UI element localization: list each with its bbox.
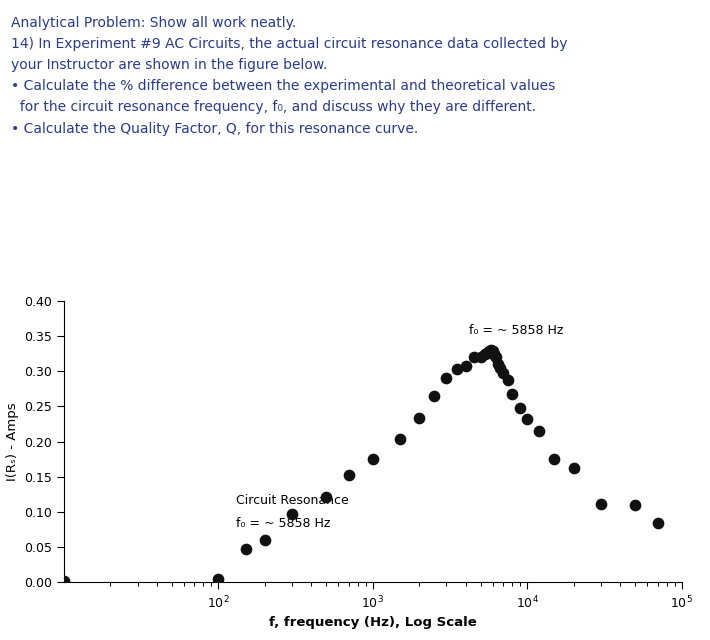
Point: [487, 346, 498, 356]
Point: [568, 463, 579, 473]
Text: 14) In Experiment #9 AC Circuits, the actual circuit resonance data collected by: 14) In Experiment #9 AC Circuits, the ac…: [11, 37, 567, 51]
Point: [534, 426, 545, 436]
Point: [486, 345, 497, 355]
Point: [495, 362, 506, 372]
Point: [58, 576, 70, 586]
Point: [549, 454, 560, 465]
Point: [479, 348, 491, 358]
Point: [506, 388, 518, 399]
Point: [213, 573, 224, 584]
Point: [502, 375, 513, 385]
Point: [321, 492, 332, 502]
Text: Circuit Resonance: Circuit Resonance: [236, 494, 349, 507]
Point: [394, 434, 405, 444]
Point: [475, 352, 486, 362]
Point: [488, 348, 500, 358]
Text: for the circuit resonance frequency, f₀, and discuss why they are different.: for the circuit resonance frequency, f₀,…: [11, 100, 536, 115]
Point: [259, 535, 271, 545]
Text: f₀ = ~ 5858 Hz: f₀ = ~ 5858 Hz: [236, 517, 330, 530]
Point: [630, 500, 641, 510]
Point: [522, 414, 533, 424]
Point: [413, 413, 425, 423]
Point: [468, 352, 479, 362]
Text: • Calculate the % difference between the experimental and theoretical values: • Calculate the % difference between the…: [11, 79, 555, 93]
X-axis label: f, frequency (Hz), Log Scale: f, frequency (Hz), Log Scale: [269, 616, 476, 629]
Point: [652, 517, 663, 527]
Point: [498, 367, 509, 378]
Point: [441, 373, 452, 383]
Text: your Instructor are shown in the figure below.: your Instructor are shown in the figure …: [11, 58, 327, 72]
Point: [484, 346, 495, 356]
Y-axis label: I(Rₛ) - Amps: I(Rₛ) - Amps: [6, 403, 18, 481]
Point: [515, 403, 526, 413]
Point: [595, 499, 606, 509]
Point: [343, 470, 354, 480]
Point: [481, 348, 493, 358]
Text: Analytical Problem: Show all work neatly.: Analytical Problem: Show all work neatly…: [11, 16, 296, 30]
Point: [429, 390, 440, 401]
Point: [286, 509, 297, 519]
Point: [493, 359, 504, 369]
Point: [451, 364, 462, 374]
Point: [367, 454, 378, 465]
Text: • Calculate the Quality Factor, Q, for this resonance curve.: • Calculate the Quality Factor, Q, for t…: [11, 122, 418, 136]
Point: [489, 351, 501, 361]
Point: [460, 361, 471, 371]
Point: [240, 544, 251, 554]
Point: [491, 352, 502, 362]
Text: f₀ = ~ 5858 Hz: f₀ = ~ 5858 Hz: [469, 324, 563, 337]
